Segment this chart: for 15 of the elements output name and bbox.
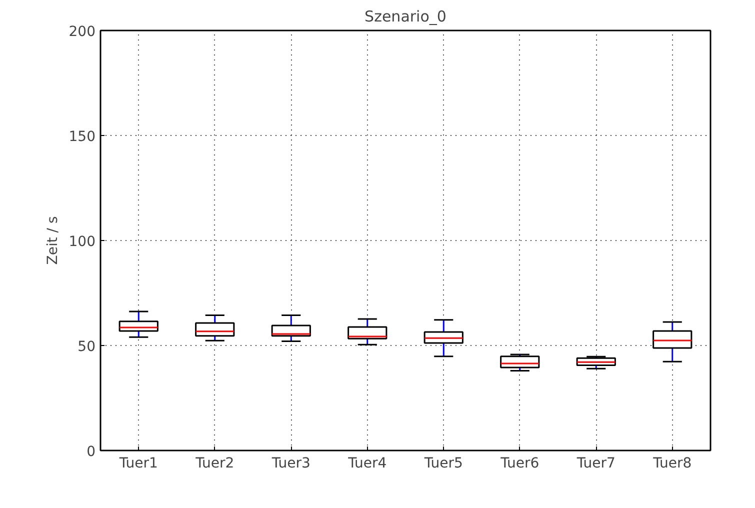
- x-tick-label: Tuer8: [652, 456, 692, 472]
- y-tick-label: 200: [68, 24, 96, 40]
- x-tick-label: Tuer2: [194, 456, 234, 472]
- y-tick-label: 50: [78, 339, 96, 355]
- y-tick-label: 150: [68, 129, 96, 145]
- y-axis-title: Zeit / s: [44, 216, 61, 265]
- y-tick-label: 100: [68, 234, 96, 250]
- x-tick-label: Tuer6: [500, 456, 540, 472]
- x-tick-label: Tuer1: [118, 456, 158, 472]
- y-tick-label: 0: [86, 444, 96, 460]
- x-tick-label: Tuer4: [347, 456, 387, 472]
- x-tick-label: Tuer5: [423, 456, 463, 472]
- chart-title: Szenario_0: [364, 8, 446, 26]
- x-tick-label: Tuer3: [270, 456, 310, 472]
- x-tick-label: Tuer7: [576, 456, 616, 472]
